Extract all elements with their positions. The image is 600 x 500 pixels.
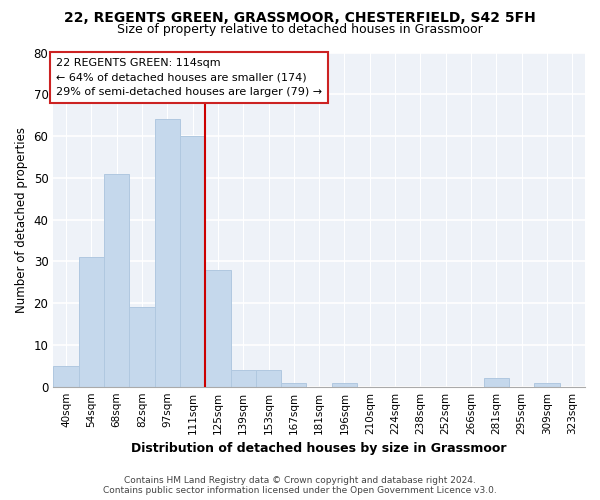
Bar xyxy=(256,370,281,386)
Bar xyxy=(104,174,129,386)
Bar xyxy=(484,378,509,386)
Y-axis label: Number of detached properties: Number of detached properties xyxy=(15,126,28,312)
Bar xyxy=(180,136,205,386)
Text: 22, REGENTS GREEN, GRASSMOOR, CHESTERFIELD, S42 5FH: 22, REGENTS GREEN, GRASSMOOR, CHESTERFIE… xyxy=(64,11,536,25)
Bar xyxy=(535,382,560,386)
X-axis label: Distribution of detached houses by size in Grassmoor: Distribution of detached houses by size … xyxy=(131,442,507,455)
Bar xyxy=(230,370,256,386)
Text: Contains HM Land Registry data © Crown copyright and database right 2024.
Contai: Contains HM Land Registry data © Crown c… xyxy=(103,476,497,495)
Bar xyxy=(281,382,307,386)
Bar xyxy=(79,257,104,386)
Bar xyxy=(332,382,357,386)
Bar xyxy=(155,120,180,386)
Bar xyxy=(53,366,79,386)
Bar xyxy=(129,308,155,386)
Text: 22 REGENTS GREEN: 114sqm
← 64% of detached houses are smaller (174)
29% of semi-: 22 REGENTS GREEN: 114sqm ← 64% of detach… xyxy=(56,58,322,97)
Text: Size of property relative to detached houses in Grassmoor: Size of property relative to detached ho… xyxy=(117,22,483,36)
Bar xyxy=(205,270,230,386)
